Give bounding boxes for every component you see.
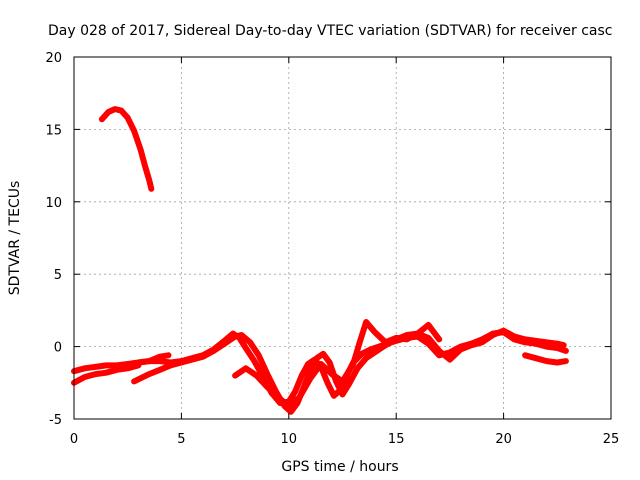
y-tick-label: 20 bbox=[45, 51, 62, 66]
data-series bbox=[71, 106, 569, 415]
grid-lines bbox=[74, 57, 611, 419]
axis-ticks bbox=[73, 56, 612, 420]
y-tick-label: 10 bbox=[45, 196, 62, 211]
series-main-trace-b bbox=[135, 329, 569, 407]
x-tick-label: 15 bbox=[388, 432, 405, 447]
chart-title: Day 028 of 2017, Sidereal Day-to-day VTE… bbox=[48, 23, 612, 39]
plot-frame bbox=[73, 56, 612, 420]
x-tick-label: 20 bbox=[495, 432, 512, 447]
x-tick-label: 25 bbox=[603, 432, 620, 447]
x-tick-label: 10 bbox=[281, 432, 298, 447]
x-tick-label: 5 bbox=[177, 432, 185, 447]
series-late-trace bbox=[522, 352, 569, 366]
y-tick-labels: -5 0 5 10 15 20 bbox=[45, 51, 62, 428]
series-second-rise-trace bbox=[232, 319, 443, 409]
y-tick-label: 5 bbox=[54, 268, 62, 283]
x-axis-label: GPS time / hours bbox=[281, 459, 398, 475]
y-tick-label: -5 bbox=[49, 413, 62, 428]
series-early-lower-trace bbox=[71, 362, 142, 386]
y-axis-label: SDTVAR / TECUs bbox=[7, 181, 23, 296]
y-tick-label: 15 bbox=[45, 123, 62, 138]
series-satellite-track-high bbox=[98, 106, 155, 192]
y-tick-label: 0 bbox=[54, 341, 62, 356]
x-tick-labels: 0 5 10 15 20 25 bbox=[70, 432, 619, 447]
x-tick-label: 0 bbox=[70, 432, 78, 447]
